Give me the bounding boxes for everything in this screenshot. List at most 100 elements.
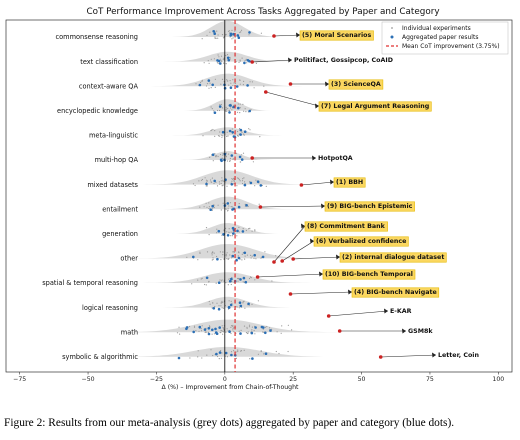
aggregated-point: [211, 83, 214, 87]
individual-point: [237, 134, 239, 136]
individual-point: [212, 302, 214, 304]
individual-point: [211, 307, 213, 309]
individual-point: [221, 325, 223, 327]
category-label: symbolic & algorithmic: [62, 353, 138, 361]
individual-point: [242, 103, 244, 105]
aggregated-point: [235, 258, 238, 262]
individual-point: [216, 255, 218, 258]
individual-point: [220, 83, 222, 85]
individual-point: [206, 206, 208, 208]
individual-point: [209, 156, 211, 158]
individual-point: [230, 82, 232, 84]
category-labels: commonsense reasoning text classification…: [42, 33, 138, 361]
individual-point: [231, 276, 233, 279]
individual-point: [211, 252, 213, 254]
annotation-leader: [290, 291, 353, 295]
individual-point: [231, 29, 233, 31]
individual-point: [281, 325, 283, 327]
individual-point: [238, 177, 240, 179]
individual-point: [231, 38, 233, 40]
aggregated-point: [211, 204, 214, 208]
individual-point: [238, 226, 240, 228]
individual-point: [221, 279, 223, 281]
aggregated-point: [243, 61, 246, 65]
annotation-arrowhead: [312, 155, 316, 161]
aggregated-point: [198, 325, 202, 329]
individual-point: [213, 58, 215, 60]
individual-point: [233, 180, 235, 182]
individual-point: [269, 327, 271, 329]
individual-point: [179, 333, 181, 335]
aggregated-point: [207, 79, 211, 82]
individual-point: [235, 152, 237, 154]
individual-point: [243, 177, 245, 179]
individual-point: [238, 277, 240, 280]
aggregated-point: [226, 202, 230, 205]
individual-point: [243, 325, 246, 327]
individual-point: [231, 235, 233, 237]
individual-point: [234, 37, 236, 39]
individual-point: [211, 333, 213, 335]
aggregated-point: [212, 307, 216, 310]
individual-point: [221, 136, 223, 138]
legend-label: Aggregated paper results: [402, 34, 478, 41]
individual-point: [223, 229, 225, 231]
individual-point: [229, 80, 231, 82]
individual-point: [235, 357, 237, 359]
individual-point: [217, 155, 219, 158]
density-band-5: [101, 151, 389, 160]
individual-point: [249, 358, 251, 360]
aggregated-point: [230, 154, 234, 157]
aggregated-point: [230, 183, 234, 186]
annotation-leader: [380, 354, 437, 358]
individual-point: [222, 180, 224, 182]
individual-point: [211, 177, 213, 179]
aggregated-point: [239, 133, 242, 136]
aggregated-point: [264, 331, 267, 335]
individual-point: [228, 278, 230, 280]
annotation-box: [322, 269, 416, 280]
individual-point: [200, 179, 203, 181]
individual-point: [229, 254, 231, 256]
aggregated-point: [213, 32, 216, 35]
individual-point: [206, 251, 209, 253]
individual-point: [198, 180, 200, 182]
individual-point: [226, 356, 228, 358]
individual-point: [242, 281, 244, 283]
individual-point: [230, 325, 233, 327]
x-tick-label: 25: [289, 376, 297, 383]
category-label: context-aware QA: [79, 82, 139, 90]
individual-point: [231, 180, 233, 182]
aggregated-point: [207, 327, 211, 330]
aggregated-point: [240, 158, 244, 161]
individual-point: [215, 282, 217, 284]
individual-point: [210, 106, 212, 108]
individual-point: [239, 180, 241, 182]
individual-point: [218, 56, 220, 58]
individual-point: [201, 79, 203, 81]
individual-point: [229, 160, 231, 162]
individual-point: [241, 259, 243, 261]
aggregated-point: [214, 327, 217, 331]
individual-point: [221, 300, 223, 302]
category-label: mixed datasets: [87, 181, 138, 189]
individual-point: [225, 181, 227, 183]
annotation-leader: [282, 240, 315, 262]
individual-point: [200, 278, 202, 280]
individual-point: [220, 280, 222, 282]
aggregated-point: [185, 326, 189, 329]
aggregated-point: [236, 34, 240, 37]
annotated-point: [272, 260, 276, 264]
annotation-arrowhead: [325, 81, 329, 87]
individual-point: [226, 328, 228, 330]
density-band-0: [101, 20, 389, 37]
individual-point: [237, 280, 239, 282]
individual-point: [208, 300, 210, 303]
individual-point: [205, 185, 207, 187]
individual-point: [230, 206, 232, 208]
aggregated-point: [250, 331, 254, 335]
aggregated-point: [239, 278, 242, 281]
individual-point: [209, 31, 211, 33]
reference-lines: [224, 20, 236, 372]
individual-point: [244, 258, 246, 260]
